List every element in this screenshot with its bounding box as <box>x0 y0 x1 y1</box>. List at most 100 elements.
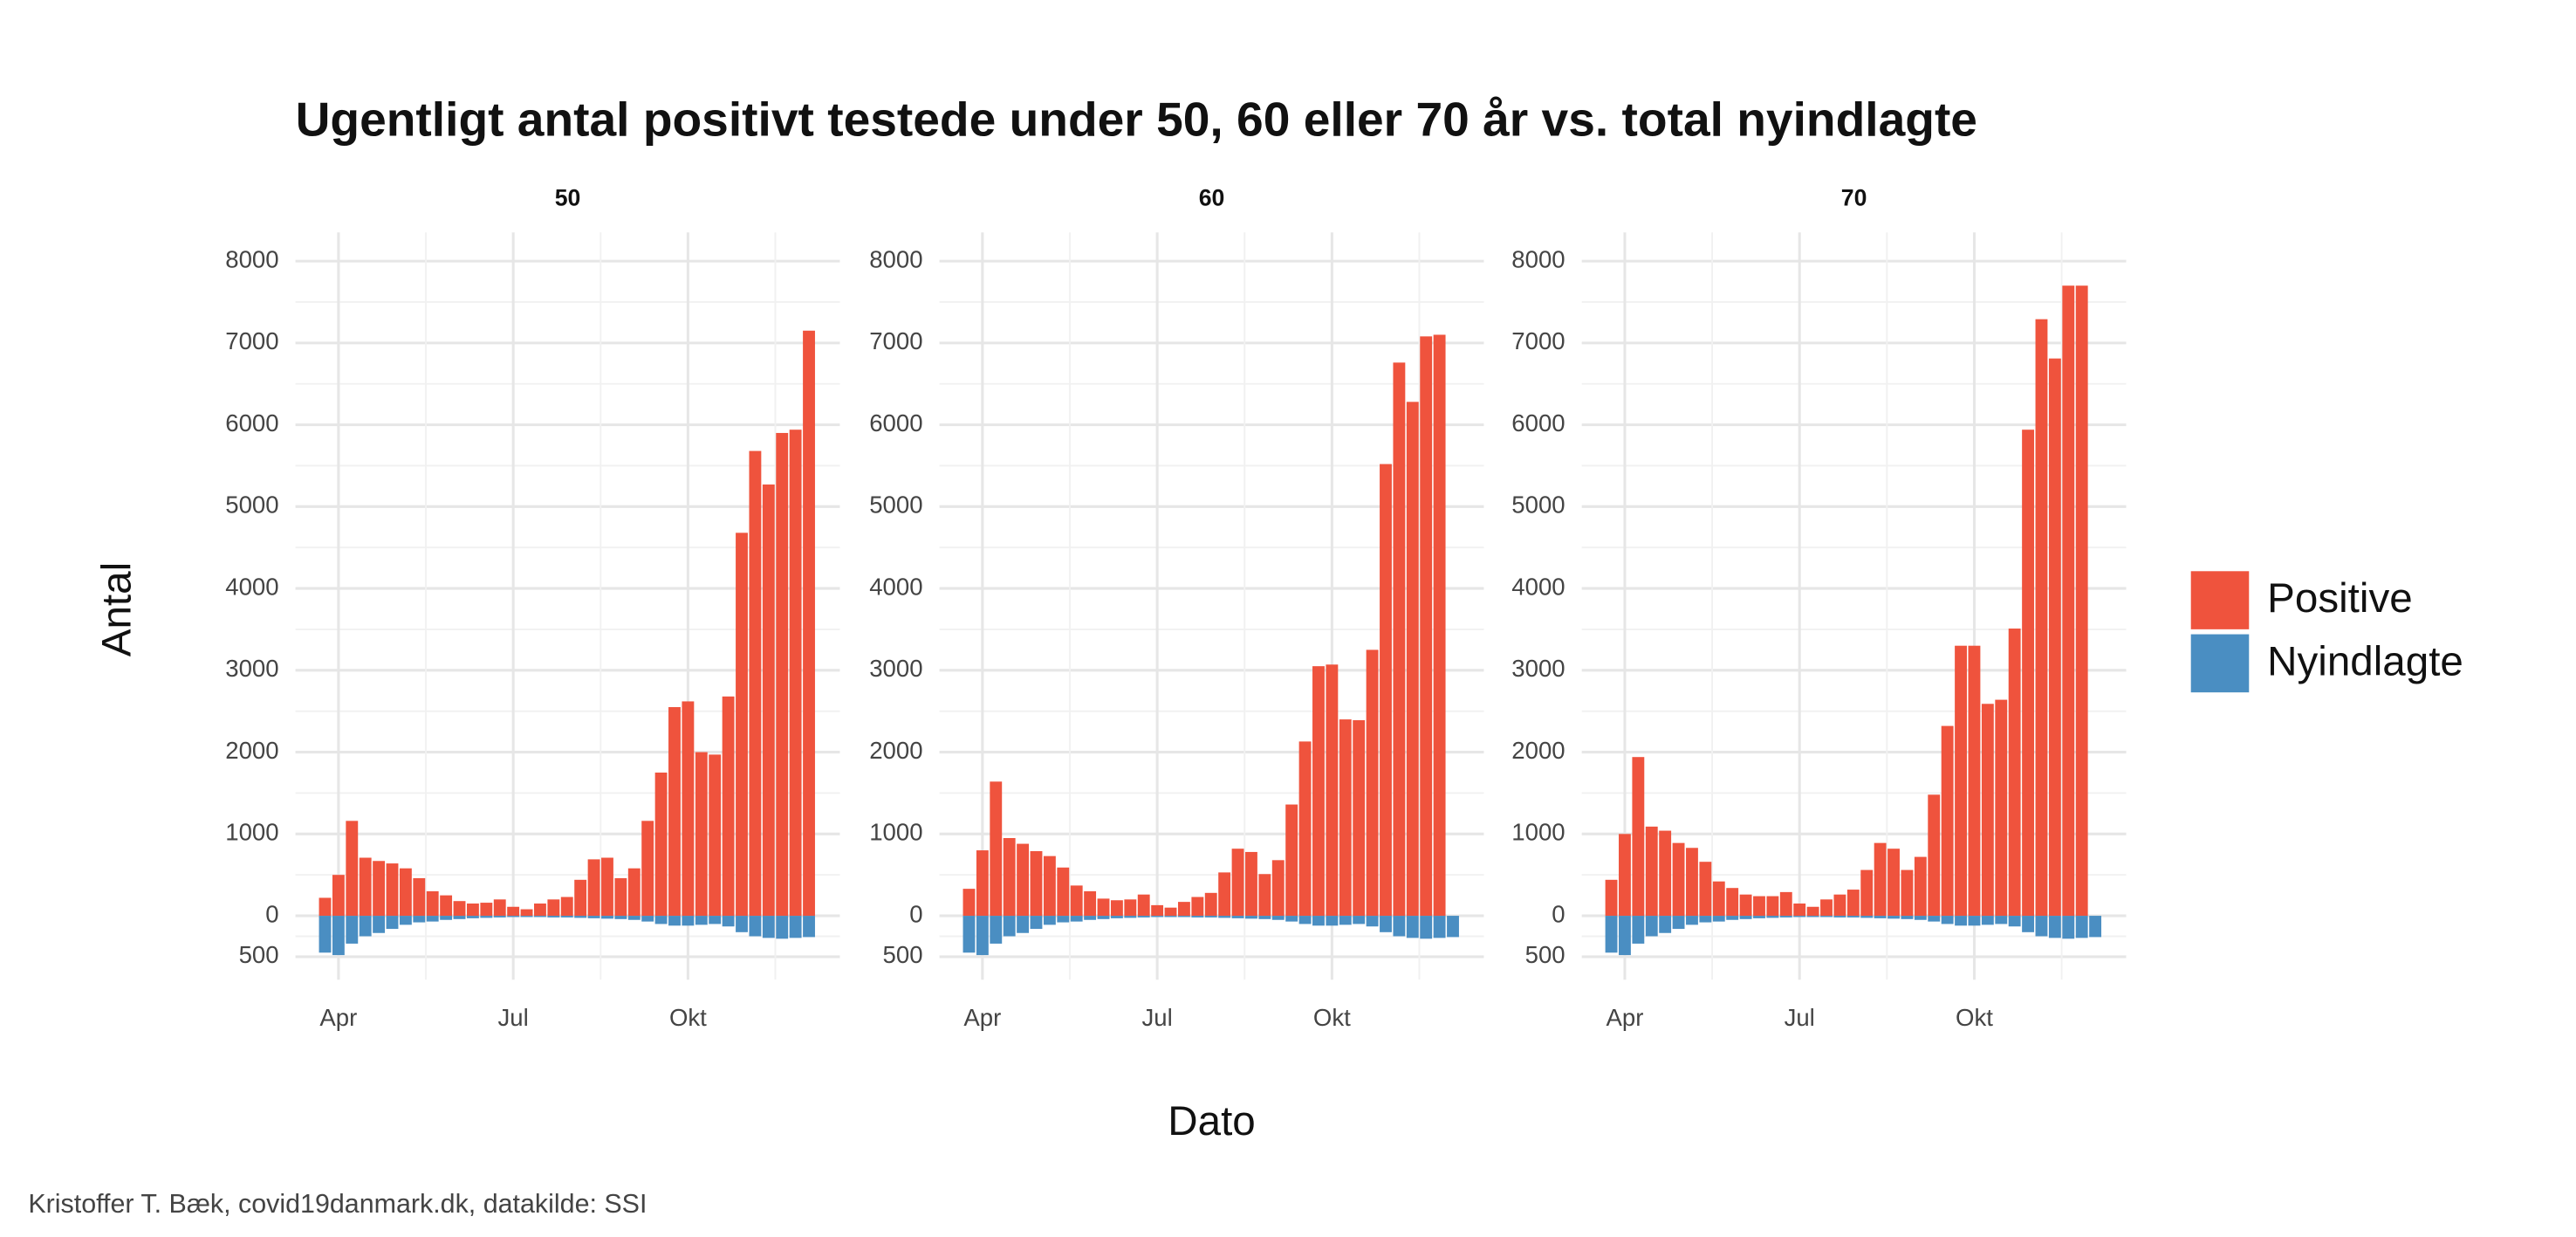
bar <box>654 916 668 924</box>
bar <box>1820 916 1833 917</box>
bar <box>1806 906 1819 917</box>
bar <box>520 916 533 917</box>
bar <box>1030 851 1043 917</box>
bar <box>1258 916 1271 919</box>
bar <box>1645 916 1658 937</box>
bar <box>976 916 989 956</box>
bar <box>1245 916 1257 919</box>
bar <box>963 889 976 917</box>
bar <box>1298 741 1312 917</box>
y-tick-label: 8000 <box>1511 245 1565 272</box>
bar <box>1447 916 1459 938</box>
bar <box>1393 362 1406 917</box>
bar <box>1326 916 1339 926</box>
bar <box>1659 916 1672 933</box>
y-axis-title: Antal <box>94 562 140 656</box>
bar <box>1030 916 1043 930</box>
x-tick-label: Okt <box>1313 1004 1351 1031</box>
bar <box>1070 885 1083 917</box>
bar <box>1672 842 1685 917</box>
bar <box>1753 916 1765 918</box>
bar <box>803 330 815 917</box>
bar <box>319 916 332 953</box>
bar <box>627 868 641 917</box>
y-tick-label: 4000 <box>869 573 922 600</box>
bar <box>1003 916 1016 937</box>
y-tick-label: 2000 <box>1511 737 1565 764</box>
bar <box>1981 916 1994 925</box>
bar <box>1928 794 1941 917</box>
bar <box>722 696 735 917</box>
y-tick-label: 0 <box>265 900 278 927</box>
bar <box>2089 916 2102 938</box>
y-tick-label: 7000 <box>1511 327 1565 354</box>
bar <box>413 877 426 917</box>
bar <box>426 890 439 917</box>
bar <box>1110 900 1123 917</box>
panel: 50500010002000300040005000600070008000Ap… <box>225 184 840 1031</box>
bar <box>963 916 976 953</box>
y-tick-label: 5000 <box>869 491 922 519</box>
bar <box>682 916 695 926</box>
bar <box>440 895 453 917</box>
bar <box>1070 916 1083 922</box>
y-tick-label: 500 <box>1525 941 1565 968</box>
bar <box>1353 916 1366 924</box>
bar <box>1433 334 1446 917</box>
bar <box>1699 862 1712 917</box>
bar <box>601 916 613 919</box>
y-tick-label: 4000 <box>1511 573 1565 600</box>
bar <box>1605 879 1618 917</box>
bar <box>493 899 506 917</box>
bar <box>359 857 372 917</box>
bar <box>1339 916 1352 925</box>
bar <box>493 916 506 917</box>
bar <box>1339 719 1352 917</box>
bar <box>1712 881 1725 917</box>
bar <box>976 850 989 917</box>
bar <box>1393 916 1406 937</box>
bar <box>1406 916 1419 938</box>
bar <box>1712 916 1725 922</box>
bar <box>1699 916 1712 923</box>
bar <box>1164 916 1177 917</box>
bar <box>560 916 573 917</box>
bar <box>373 861 386 917</box>
bar <box>507 906 520 917</box>
y-tick-label: 8000 <box>869 245 922 272</box>
bar <box>1420 916 1433 939</box>
bar <box>1406 402 1419 917</box>
bar <box>1928 916 1941 922</box>
bar <box>2008 916 2021 927</box>
bar <box>736 916 748 932</box>
bar <box>1914 856 1927 917</box>
bar <box>776 432 789 917</box>
bar <box>682 701 695 917</box>
bar <box>466 904 479 917</box>
y-tick-label: 5000 <box>225 491 278 519</box>
bar <box>749 916 762 937</box>
bar <box>1312 666 1325 917</box>
bar <box>1901 916 1914 919</box>
bar <box>1097 898 1110 917</box>
bar <box>1874 916 1887 918</box>
bar <box>1806 916 1819 917</box>
bar <box>1833 894 1846 917</box>
bar <box>466 916 479 918</box>
y-tick-label: 1000 <box>225 819 278 846</box>
bar <box>1846 916 1860 917</box>
bar <box>762 484 775 917</box>
bar <box>1204 916 1217 917</box>
legend-label: Positive <box>2267 575 2412 622</box>
x-tick-label: Jul <box>1142 1004 1173 1031</box>
bar <box>1981 704 1994 917</box>
bar <box>1766 896 1779 917</box>
x-tick-label: Okt <box>1956 1004 1993 1031</box>
bar <box>1860 916 1874 918</box>
bar <box>2048 358 2061 917</box>
panel-title: 50 <box>555 184 581 210</box>
bar <box>1285 804 1298 917</box>
bar <box>1739 916 1752 919</box>
bar <box>1271 860 1285 917</box>
